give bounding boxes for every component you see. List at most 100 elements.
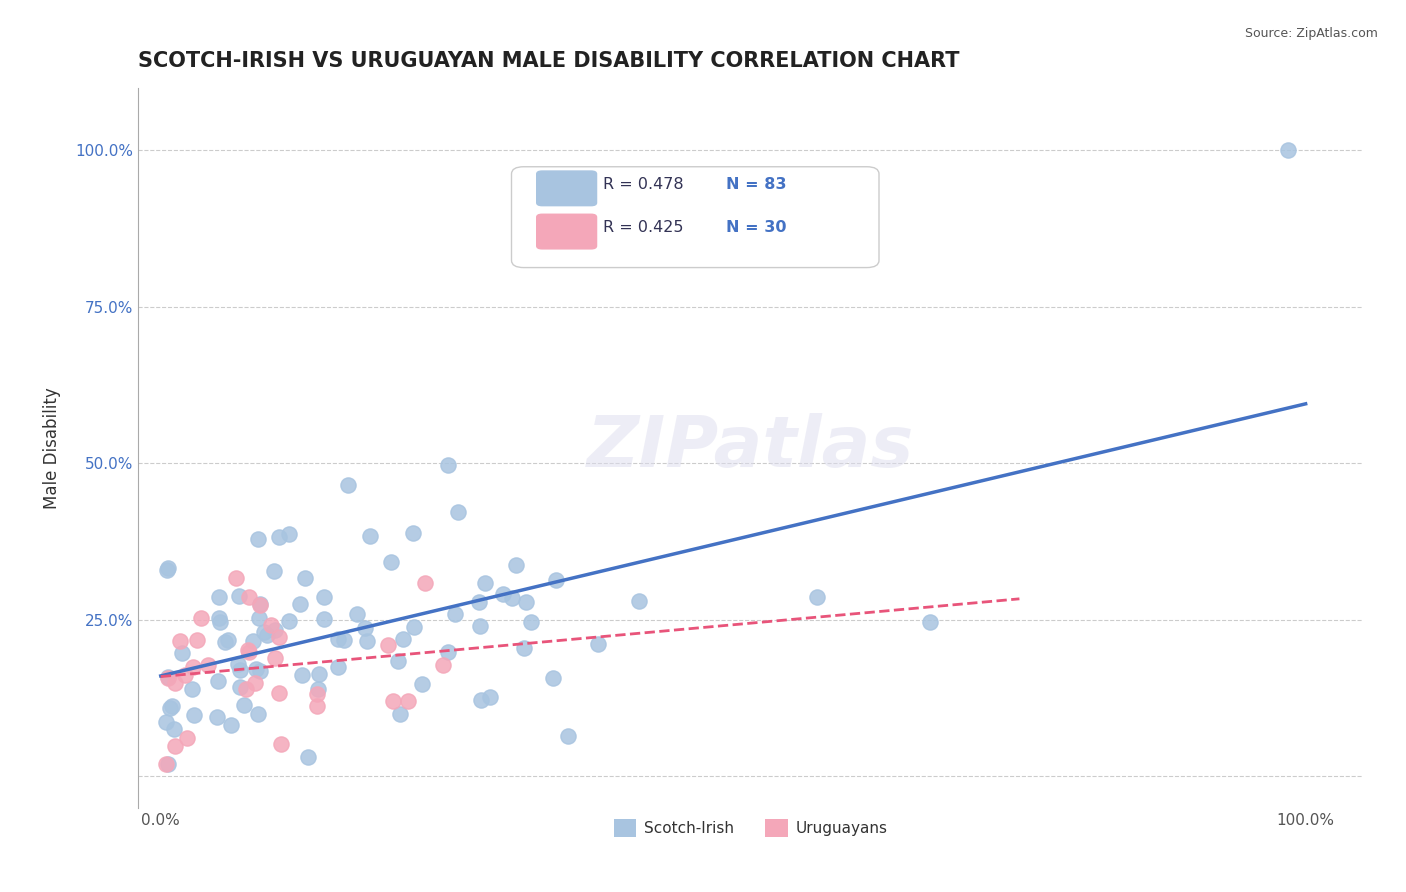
Scotch-Irish bbox=[512, 641, 534, 656]
Uruguayans bbox=[264, 651, 287, 665]
Scotch-Irish bbox=[470, 619, 492, 633]
Scotch-Irish bbox=[544, 574, 567, 588]
Scotch-Irish bbox=[436, 644, 458, 658]
Scotch-Irish bbox=[314, 590, 336, 604]
Scotch-Irish bbox=[918, 615, 941, 629]
Text: R = 0.478: R = 0.478 bbox=[603, 178, 683, 193]
Uruguayans bbox=[243, 675, 266, 690]
Text: R = 0.425: R = 0.425 bbox=[603, 220, 683, 235]
Uruguayans bbox=[377, 639, 399, 653]
Scotch-Irish bbox=[520, 615, 543, 629]
Scotch-Irish bbox=[242, 634, 264, 648]
Uruguayans bbox=[270, 737, 292, 751]
Uruguayans bbox=[396, 694, 419, 708]
Scotch-Irish bbox=[209, 615, 232, 630]
Scotch-Irish bbox=[332, 633, 354, 648]
Uruguayans bbox=[186, 632, 208, 647]
Scotch-Irish bbox=[207, 673, 229, 688]
Uruguayans bbox=[176, 731, 198, 746]
Scotch-Irish bbox=[214, 635, 236, 649]
Uruguayans bbox=[165, 739, 187, 754]
Scotch-Irish bbox=[479, 690, 502, 704]
Scotch-Irish bbox=[294, 571, 316, 585]
Scotch-Irish bbox=[388, 707, 411, 722]
Scotch-Irish bbox=[411, 677, 433, 691]
Scotch-Irish bbox=[170, 646, 193, 660]
Uruguayans bbox=[413, 575, 436, 590]
Scotch-Irish bbox=[557, 729, 579, 743]
Scotch-Irish bbox=[249, 597, 271, 611]
Scotch-Irish bbox=[288, 597, 311, 611]
FancyBboxPatch shape bbox=[536, 170, 598, 206]
Scotch-Irish bbox=[217, 632, 239, 647]
Scotch-Irish bbox=[253, 624, 276, 639]
Scotch-Irish bbox=[233, 698, 256, 713]
Uruguayans bbox=[381, 694, 404, 708]
Scotch-Irish bbox=[278, 614, 301, 628]
Scotch-Irish bbox=[437, 458, 460, 472]
Uruguayans bbox=[155, 756, 177, 771]
Scotch-Irish bbox=[229, 680, 252, 694]
Scotch-Irish bbox=[314, 612, 336, 626]
Text: ZIPatlas: ZIPatlas bbox=[586, 413, 914, 483]
Scotch-Irish bbox=[205, 709, 228, 723]
Scotch-Irish bbox=[308, 667, 330, 681]
Scotch-Irish bbox=[470, 692, 492, 706]
Scotch-Irish bbox=[515, 595, 537, 609]
Scotch-Irish bbox=[505, 558, 527, 572]
Uruguayans bbox=[269, 686, 291, 700]
Uruguayans bbox=[307, 687, 329, 701]
Text: N = 30: N = 30 bbox=[725, 220, 786, 235]
Scotch-Irish bbox=[326, 660, 349, 674]
Scotch-Irish bbox=[297, 750, 319, 764]
Scotch-Irish bbox=[247, 707, 270, 722]
Scotch-Irish bbox=[541, 671, 564, 685]
Scotch-Irish bbox=[501, 591, 523, 606]
Scotch-Irish bbox=[402, 526, 425, 541]
Uruguayans bbox=[197, 658, 219, 673]
Scotch-Irish bbox=[157, 756, 180, 771]
Scotch-Irish bbox=[228, 657, 250, 672]
Scotch-Irish bbox=[468, 595, 491, 609]
Scotch-Irish bbox=[264, 624, 287, 638]
Scotch-Irish bbox=[249, 664, 271, 678]
Scotch-Irish bbox=[156, 563, 179, 577]
Scotch-Irish bbox=[277, 526, 299, 541]
Scotch-Irish bbox=[290, 668, 312, 682]
Uruguayans bbox=[235, 682, 257, 697]
FancyBboxPatch shape bbox=[512, 167, 879, 268]
Scotch-Irish bbox=[245, 662, 267, 676]
Scotch-Irish bbox=[208, 590, 231, 604]
Uruguayans bbox=[163, 676, 186, 690]
Scotch-Irish bbox=[391, 632, 413, 646]
Scotch-Irish bbox=[159, 701, 181, 715]
Scotch-Irish bbox=[359, 529, 381, 543]
Scotch-Irish bbox=[326, 632, 349, 647]
Scotch-Irish bbox=[806, 590, 828, 604]
Scotch-Irish bbox=[155, 714, 177, 729]
Text: N = 83: N = 83 bbox=[725, 178, 786, 193]
Scotch-Irish bbox=[353, 622, 375, 636]
Y-axis label: Male Disability: Male Disability bbox=[44, 387, 60, 508]
Uruguayans bbox=[238, 643, 260, 657]
Scotch-Irish bbox=[208, 611, 231, 625]
Scotch-Irish bbox=[269, 531, 291, 545]
Scotch-Irish bbox=[256, 628, 278, 642]
Uruguayans bbox=[305, 698, 328, 713]
Text: Source: ZipAtlas.com: Source: ZipAtlas.com bbox=[1244, 27, 1378, 40]
Scotch-Irish bbox=[474, 576, 496, 591]
Scotch-Irish bbox=[380, 555, 402, 569]
Uruguayans bbox=[181, 660, 204, 674]
Uruguayans bbox=[156, 672, 179, 686]
Scotch-Irish bbox=[492, 586, 515, 600]
Scotch-Irish bbox=[160, 699, 183, 714]
Scotch-Irish bbox=[336, 478, 359, 492]
Scotch-Irish bbox=[586, 637, 609, 651]
Scotch-Irish bbox=[1277, 143, 1299, 157]
Scotch-Irish bbox=[183, 707, 205, 722]
Uruguayans bbox=[238, 591, 260, 605]
Scotch-Irish bbox=[307, 682, 329, 697]
Scotch-Irish bbox=[404, 620, 426, 634]
Scotch-Irish bbox=[443, 607, 465, 621]
Scotch-Irish bbox=[387, 653, 409, 667]
